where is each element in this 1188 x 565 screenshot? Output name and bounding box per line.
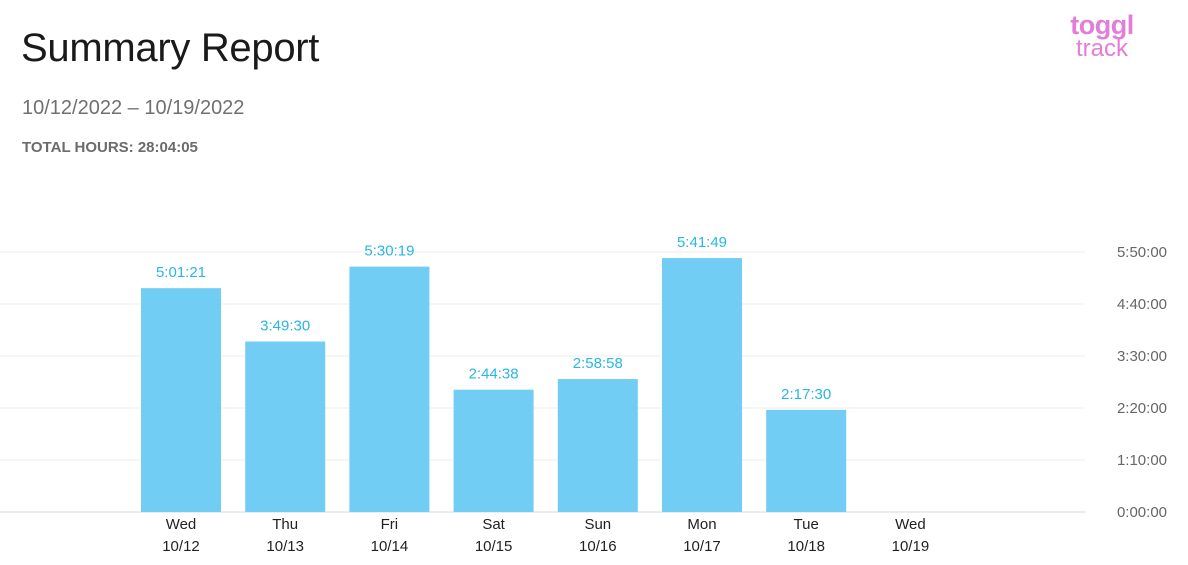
y-tick-label: 1:10:00 bbox=[1117, 452, 1167, 469]
bar bbox=[453, 389, 534, 512]
logo-wordmark-top: toggl bbox=[1070, 10, 1134, 40]
bar-data-label: 2:44:38 bbox=[469, 366, 519, 383]
bar bbox=[349, 266, 430, 512]
logo-wordmark-bottom: track bbox=[1075, 35, 1128, 62]
bar bbox=[662, 258, 742, 512]
x-tick-date: 10/19 bbox=[892, 538, 930, 555]
x-tick-date: 10/15 bbox=[475, 538, 513, 555]
x-tick-date: 10/12 bbox=[162, 538, 200, 555]
toggl-track-logo: toggl track bbox=[1060, 12, 1144, 61]
x-tick-day: Sun bbox=[584, 516, 611, 533]
y-tick-label: 0:00:00 bbox=[1117, 504, 1167, 521]
page-title: Summary Report bbox=[21, 26, 320, 70]
bar-data-label: 5:30:19 bbox=[364, 243, 414, 260]
bar bbox=[557, 379, 638, 512]
bar-data-label: 5:41:49 bbox=[677, 234, 727, 251]
bar-data-label: 2:17:30 bbox=[781, 386, 831, 403]
date-range: 10/12/2022 – 10/19/2022 bbox=[22, 97, 245, 119]
bar bbox=[766, 409, 847, 512]
x-tick-date: 10/14 bbox=[371, 538, 409, 555]
x-tick-day: Wed bbox=[166, 516, 197, 533]
x-tick-day: Thu bbox=[272, 516, 298, 533]
y-tick-label: 4:40:00 bbox=[1117, 296, 1167, 313]
y-tick-label: 2:20:00 bbox=[1117, 400, 1167, 417]
bar-data-label: 3:49:30 bbox=[260, 318, 310, 335]
x-tick-date: 10/17 bbox=[683, 538, 721, 555]
y-tick-label: 5:50:00 bbox=[1117, 244, 1167, 261]
total-hours: TOTAL HOURS: 28:04:05 bbox=[22, 139, 198, 156]
x-tick-day: Sat bbox=[482, 516, 505, 533]
x-tick-date: 10/16 bbox=[579, 538, 617, 555]
x-tick-date: 10/13 bbox=[266, 538, 304, 555]
x-tick-day: Wed bbox=[895, 516, 926, 533]
bar bbox=[245, 341, 326, 512]
x-tick-day: Fri bbox=[381, 516, 399, 533]
y-tick-label: 3:30:00 bbox=[1117, 348, 1167, 365]
x-tick-date: 10/18 bbox=[787, 538, 825, 555]
bar-data-label: 2:58:58 bbox=[573, 355, 623, 372]
x-tick-day: Tue bbox=[794, 516, 819, 533]
bar bbox=[141, 288, 221, 512]
bar-data-label: 5:01:21 bbox=[156, 264, 206, 281]
x-tick-day: Mon bbox=[687, 516, 716, 533]
